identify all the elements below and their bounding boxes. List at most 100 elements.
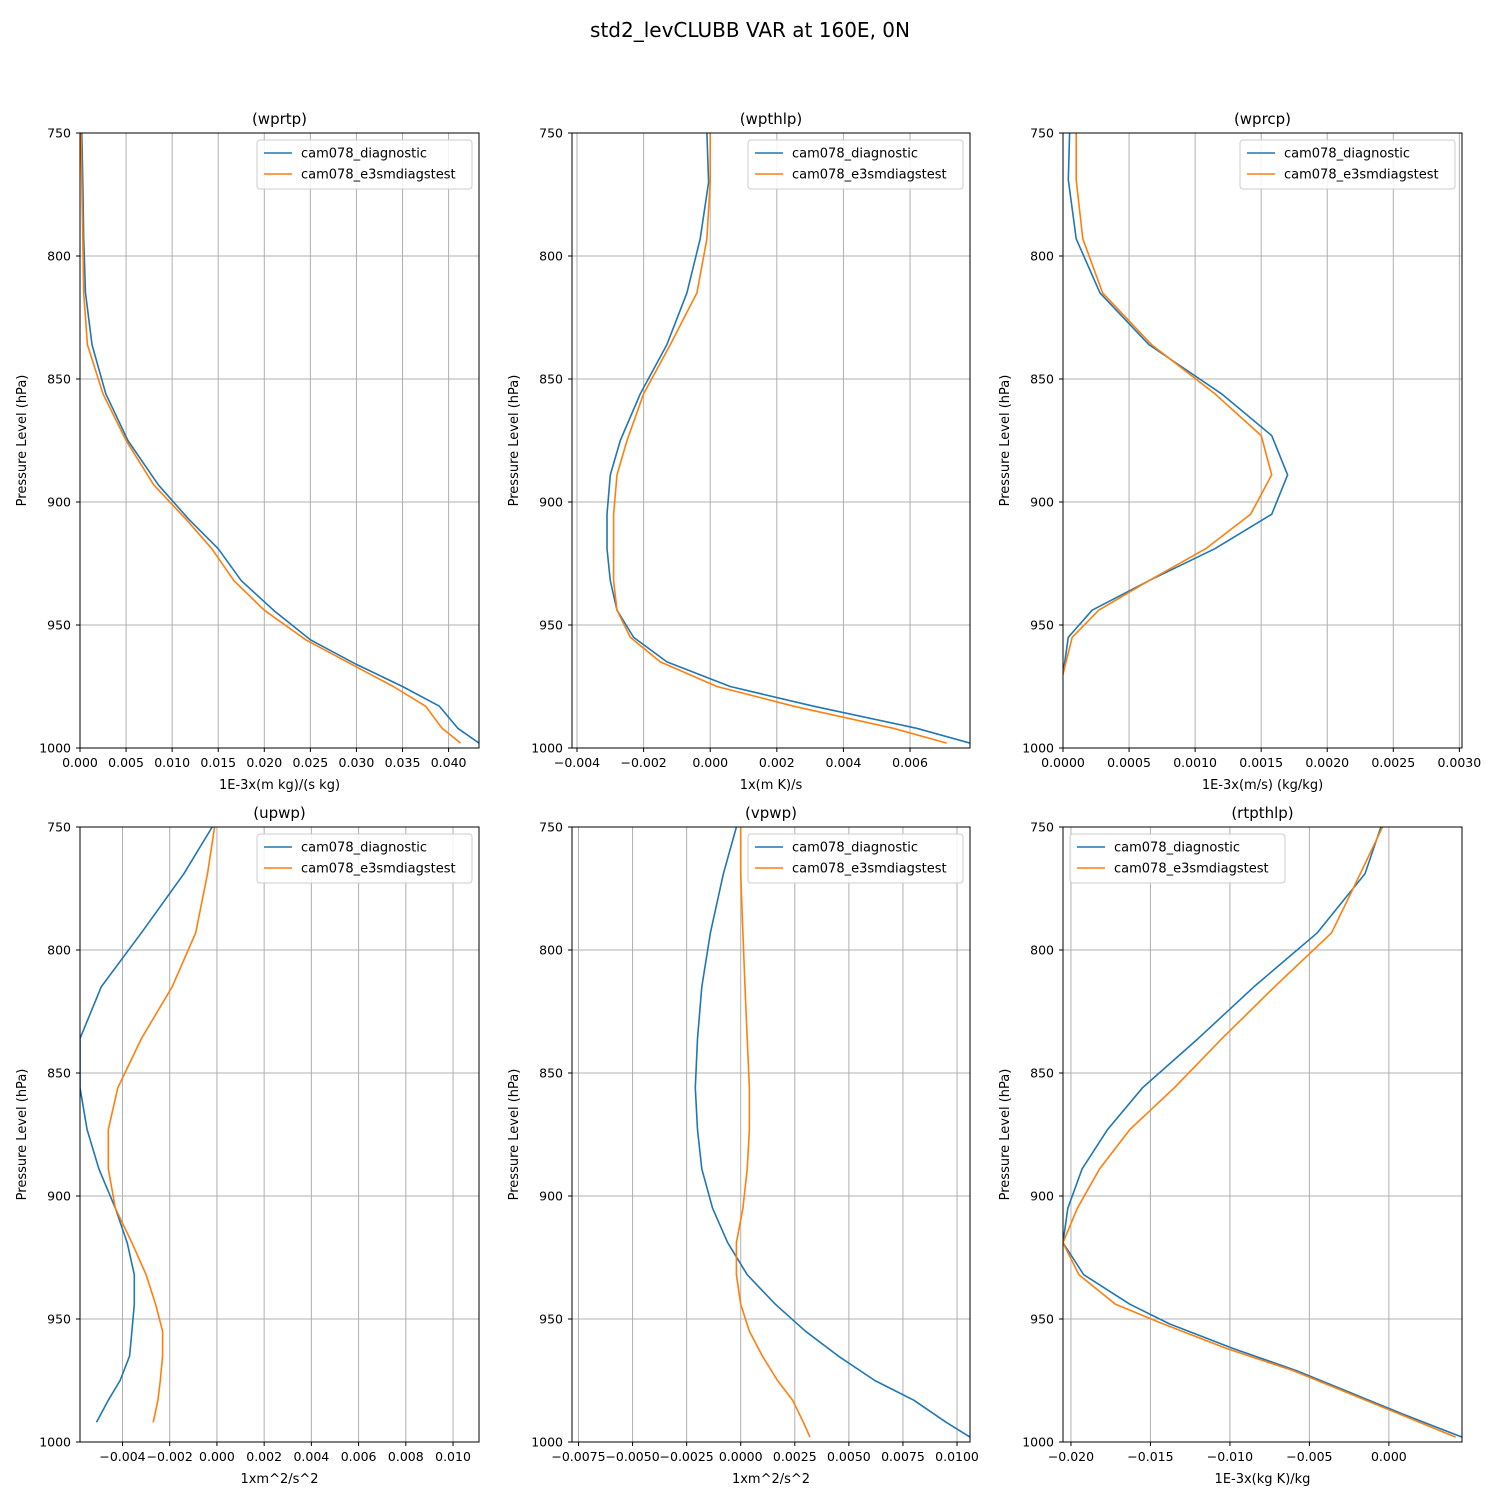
panel-title: (upwp) (253, 804, 306, 822)
y-axis-label: Pressure Level (hPa) (15, 1069, 30, 1201)
x-tick-label: 0.0075 (881, 1449, 925, 1464)
x-axis-label: 1x(m K)/s (740, 778, 803, 793)
panel-title: (vpwp) (745, 804, 797, 822)
y-tick-label: 1000 (39, 741, 71, 756)
legend-label-cam078_diagnostic: cam078_diagnostic (1114, 841, 1240, 856)
x-tick-label: 0.0000 (719, 1449, 763, 1464)
series-line-cam078_e3smdiagstest (612, 133, 947, 744)
axes-frame (1062, 826, 1463, 1443)
series-line-cam078_diagnostic (1063, 133, 1289, 675)
panel-title: (rtpthlp) (1231, 804, 1293, 822)
panel-title: (wprcp) (1234, 110, 1291, 128)
legend-box (747, 833, 964, 884)
x-tick-label: −0.002 (620, 755, 666, 770)
x-tick-label: 0.0050 (827, 1449, 871, 1464)
x-tick-label: 0.004 (293, 1449, 329, 1464)
x-tick-label: 0.035 (385, 755, 421, 770)
panel-4: −0.0075 −0.0050 −0.0025 0.0000 0.0025 0.0050 0… (507, 804, 979, 1487)
y-tick-label: 1000 (39, 1435, 71, 1450)
figure-suptitle: std2_levCLUBB VAR at 160E, 0N (590, 18, 910, 42)
legend-box (256, 139, 473, 190)
y-tick-label: 800 (1030, 249, 1054, 264)
legend-label-cam078_diagnostic: cam078_diagnostic (792, 841, 918, 856)
x-tick-label: 0.0010 (1173, 755, 1217, 770)
y-tick-label: 750 (1030, 820, 1054, 835)
y-tick-label: 1000 (531, 741, 563, 756)
x-tick-label: 0.030 (339, 755, 375, 770)
x-tick-label: −0.010 (1207, 1449, 1253, 1464)
y-tick-label: 850 (539, 1066, 563, 1081)
x-tick-label: 0.0030 (1437, 755, 1481, 770)
legend-label-cam078_e3smdiagstest: cam078_e3smdiagstest (1284, 168, 1439, 183)
legend-label-cam078_diagnostic: cam078_diagnostic (301, 841, 427, 856)
y-tick-label: 950 (1030, 618, 1054, 633)
x-tick-label: 0.000 (199, 1449, 235, 1464)
legend-label-cam078_e3smdiagstest: cam078_e3smdiagstest (792, 862, 947, 877)
x-tick-label: −0.0050 (605, 1449, 659, 1464)
y-tick-label: 850 (1030, 372, 1054, 387)
x-tick-label: −0.015 (1127, 1449, 1173, 1464)
x-tick-label: 0.0005 (1107, 755, 1151, 770)
x-tick-label: 0.005 (108, 755, 144, 770)
y-tick-label: 1000 (1022, 741, 1054, 756)
panel-title: (wprtp) (252, 110, 307, 128)
y-tick-label: 750 (47, 820, 71, 835)
y-tick-label: 800 (1030, 943, 1054, 958)
axes-frame (571, 826, 971, 1443)
x-tick-label: 0.020 (246, 755, 282, 770)
y-tick-label: 750 (47, 126, 71, 141)
series-line-cam078_diagnostic (606, 133, 970, 744)
y-tick-label: 950 (47, 618, 71, 633)
x-tick-label: 0.002 (759, 755, 795, 770)
x-tick-label: 0.0025 (1371, 755, 1415, 770)
series-line-cam078_e3smdiagstest (735, 827, 811, 1438)
y-tick-label: 950 (47, 1312, 71, 1327)
x-tick-label: 0.004 (826, 755, 862, 770)
legend-box (1069, 833, 1286, 884)
x-axis-label: 1E-3x(m kg)/(s kg) (219, 778, 340, 793)
y-tick-label: 800 (47, 943, 71, 958)
x-tick-label: −0.002 (147, 1449, 193, 1464)
x-tick-label: 0.006 (892, 755, 928, 770)
legend-box (747, 139, 964, 190)
y-tick-label: 750 (539, 126, 563, 141)
legend: cam078_diagnostic cam078_e3smdiagstest (256, 833, 473, 884)
y-tick-label: 900 (47, 495, 71, 510)
legend: cam078_diagnostic cam078_e3smdiagstest (256, 139, 473, 190)
x-tick-label: 0.0000 (1041, 755, 1085, 770)
panel-0: 0.000 0.005 0.010 0.015 0.020 0.025 0.030 0.035… (15, 110, 480, 793)
legend-label-cam078_e3smdiagstest: cam078_e3smdiagstest (792, 168, 947, 183)
y-axis-label: Pressure Level (hPa) (998, 375, 1013, 507)
legend: cam078_diagnostic cam078_e3smdiagstest (747, 833, 964, 884)
legend-label-cam078_diagnostic: cam078_diagnostic (792, 147, 918, 162)
panel-2: 0.0000 0.0005 0.0010 0.0015 0.0020 0.0025 0.00… (998, 110, 1481, 793)
x-tick-label: 0.000 (62, 755, 98, 770)
panel-5: −0.020 −0.015 −0.010 −0.005 0.000 750 800 850 90… (998, 804, 1463, 1487)
x-tick-label: 0.0020 (1305, 755, 1349, 770)
axes-frame (571, 132, 971, 749)
y-tick-label: 850 (47, 1066, 71, 1081)
x-tick-label: 0.0100 (935, 1449, 979, 1464)
axes-frame (79, 826, 480, 1443)
x-axis-label: 1E-3x(m/s) (kg/kg) (1202, 778, 1323, 793)
legend: cam078_diagnostic cam078_e3smdiagstest (747, 139, 964, 190)
panel-title: (wpthlp) (740, 110, 803, 128)
x-tick-label: −0.0075 (551, 1449, 605, 1464)
x-tick-label: 0.002 (246, 1449, 282, 1464)
x-tick-label: 0.008 (388, 1449, 424, 1464)
x-tick-label: 0.000 (692, 755, 728, 770)
series-line-cam078_diagnostic (1063, 827, 1462, 1438)
legend-label-cam078_e3smdiagstest: cam078_e3smdiagstest (1114, 862, 1269, 877)
axes-frame (79, 132, 480, 749)
y-axis-label: Pressure Level (hPa) (507, 1069, 522, 1201)
x-tick-label: −0.004 (99, 1449, 145, 1464)
y-tick-label: 750 (1030, 126, 1054, 141)
x-tick-label: −0.0025 (660, 1449, 714, 1464)
series-line-cam078_diagnostic (694, 827, 970, 1438)
series-line-cam078_e3smdiagstest (1063, 827, 1456, 1438)
y-tick-label: 1000 (1022, 1435, 1054, 1450)
x-tick-label: 0.006 (341, 1449, 377, 1464)
series-line-cam078_e3smdiagstest (107, 827, 216, 1423)
